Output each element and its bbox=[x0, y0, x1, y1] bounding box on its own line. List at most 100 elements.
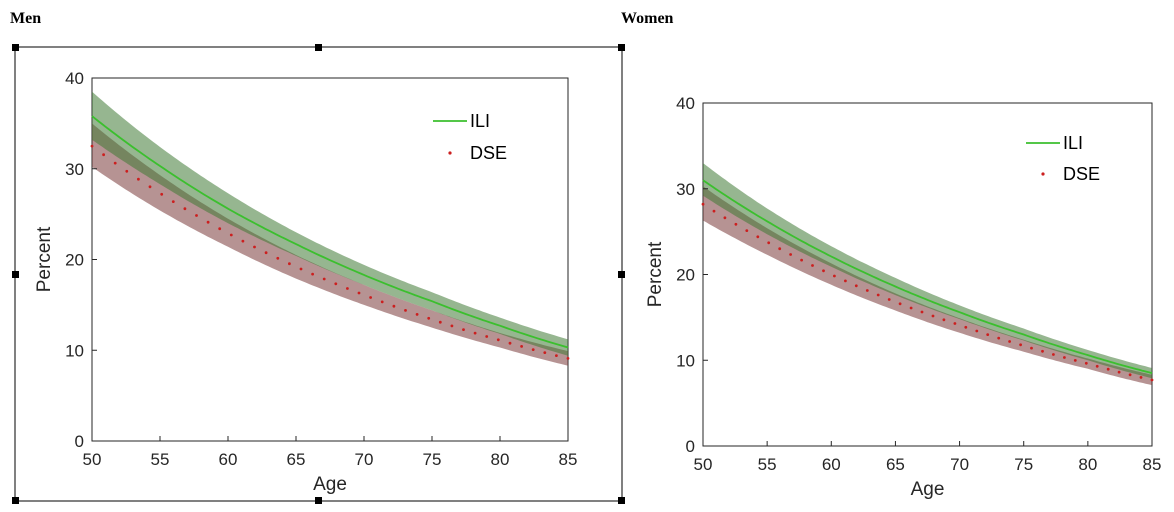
series-point-dse bbox=[183, 207, 187, 211]
y-tick-label: 40 bbox=[65, 69, 84, 88]
confidence-band-ili bbox=[92, 91, 568, 356]
series-point-dse bbox=[404, 309, 407, 312]
series-point-dse bbox=[1063, 356, 1066, 359]
series-point-dse bbox=[113, 161, 117, 165]
legend-label-dse: DSE bbox=[470, 143, 507, 163]
series-point-dse bbox=[964, 325, 968, 329]
series-point-dse bbox=[334, 282, 338, 286]
series-point-dse bbox=[90, 144, 94, 148]
x-tick-label: 50 bbox=[83, 450, 102, 469]
series-point-dse bbox=[931, 314, 935, 318]
selection-handle-bottom-left[interactable] bbox=[12, 497, 19, 504]
x-tick-label: 85 bbox=[559, 450, 578, 469]
series-point-dse bbox=[712, 209, 716, 213]
y-tick-label: 10 bbox=[676, 351, 695, 370]
series-dots-dse bbox=[90, 144, 570, 360]
series-point-dse bbox=[920, 310, 924, 314]
selection-handle-bottom-right[interactable] bbox=[618, 497, 625, 504]
series-point-dse bbox=[756, 235, 760, 239]
series-point-dse bbox=[427, 316, 431, 320]
series-point-dse bbox=[253, 245, 256, 249]
series-point-dse bbox=[485, 335, 489, 338]
series-point-dse bbox=[1095, 364, 1099, 368]
confidence-band-dse bbox=[92, 123, 568, 366]
series-point-dse bbox=[1106, 367, 1110, 371]
series-point-dse bbox=[789, 253, 792, 256]
x-axis-label: Age bbox=[911, 479, 945, 500]
series-point-dse bbox=[102, 153, 105, 157]
series-point-dse bbox=[953, 322, 957, 325]
series-point-dse bbox=[438, 320, 442, 324]
series-point-dse bbox=[555, 354, 558, 357]
y-tick-label: 20 bbox=[65, 251, 84, 270]
legend-label-dse: DSE bbox=[1063, 164, 1100, 184]
series-point-dse bbox=[865, 289, 869, 292]
series-point-dse bbox=[566, 357, 570, 360]
x-tick-label: 80 bbox=[1078, 455, 1097, 474]
selection-handle-bottom-center[interactable] bbox=[315, 497, 322, 504]
series-point-dse bbox=[496, 338, 500, 342]
series-point-dse bbox=[462, 328, 465, 331]
women-chart: 50 55 60 65 70 75 80 85 0 10 20 30 40 Age Percent ILI DS… bbox=[645, 94, 1161, 500]
y-axis-label: Percent bbox=[645, 241, 666, 307]
selection-handle-middle-left[interactable] bbox=[12, 271, 19, 278]
series-point-dse bbox=[276, 256, 280, 260]
x-tick-label: 80 bbox=[491, 450, 510, 469]
series-point-dse bbox=[822, 269, 825, 273]
series-point-dse bbox=[778, 247, 782, 251]
series-point-dse bbox=[745, 229, 749, 233]
y-tick-label: 30 bbox=[65, 160, 84, 179]
series-point-dse bbox=[357, 291, 361, 295]
selection-handle-middle-right[interactable] bbox=[618, 271, 625, 278]
series-point-dse bbox=[887, 298, 891, 301]
series-point-dse bbox=[800, 258, 803, 262]
series-point-dse bbox=[854, 284, 858, 288]
series-point-dse bbox=[380, 300, 384, 304]
series-point-dse bbox=[1008, 340, 1011, 343]
selection-handle-top-right[interactable] bbox=[618, 44, 625, 51]
series-point-dse bbox=[1041, 349, 1044, 353]
series-line-ili bbox=[91, 115, 569, 349]
series-point-dse bbox=[833, 274, 836, 278]
series-point-dse bbox=[311, 272, 314, 276]
y-tick-label: 10 bbox=[65, 341, 84, 360]
series-point-dse bbox=[876, 293, 880, 297]
series-point-dse bbox=[508, 341, 512, 345]
series-point-dse bbox=[942, 318, 946, 322]
series-point-dse bbox=[322, 277, 326, 281]
x-tick-label: 75 bbox=[423, 450, 442, 469]
series-point-dse bbox=[1073, 359, 1077, 362]
series-point-dse bbox=[1052, 353, 1055, 356]
selection-frame[interactable] bbox=[12, 44, 625, 504]
series-point-dse bbox=[1019, 343, 1022, 347]
selection-handle-top-left[interactable] bbox=[12, 44, 19, 51]
women-panel-title: Women bbox=[621, 10, 674, 27]
series-point-dse bbox=[1128, 373, 1132, 377]
x-tick-label: 50 bbox=[694, 455, 713, 474]
legend-label-ili: ILI bbox=[470, 111, 490, 131]
x-tick-label: 60 bbox=[822, 455, 841, 474]
x-tick-label: 85 bbox=[1143, 455, 1162, 474]
series-point-dse bbox=[264, 251, 268, 255]
series-point-dse bbox=[1117, 370, 1121, 374]
series-point-dse bbox=[844, 279, 847, 283]
series-point-dse bbox=[369, 296, 372, 299]
series-point-dse bbox=[160, 192, 164, 196]
series-point-dse bbox=[734, 222, 738, 226]
series-point-dse bbox=[909, 306, 913, 310]
selection-handle-top-center[interactable] bbox=[315, 44, 322, 51]
series-point-dse bbox=[195, 214, 198, 217]
series-point-dse bbox=[415, 313, 419, 316]
x-tick-label: 65 bbox=[886, 455, 905, 474]
series-point-dse bbox=[218, 227, 222, 231]
y-axis-label: Percent bbox=[34, 226, 55, 292]
y-tick-label: 0 bbox=[75, 432, 84, 451]
y-tick-label: 30 bbox=[676, 180, 695, 199]
legend-label-ili: ILI bbox=[1063, 133, 1083, 153]
series-point-dse bbox=[1150, 378, 1154, 382]
series-point-dse bbox=[723, 216, 727, 220]
series-point-dse bbox=[346, 287, 349, 290]
series-point-dse bbox=[1030, 346, 1033, 350]
series-point-dse bbox=[1139, 376, 1143, 379]
